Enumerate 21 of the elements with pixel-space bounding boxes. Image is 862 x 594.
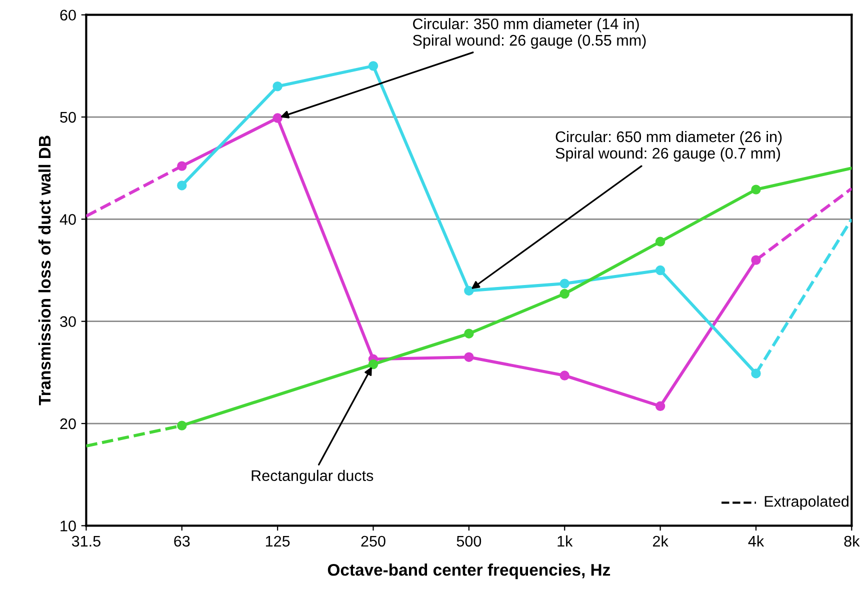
y-tick-label: 10	[60, 520, 76, 532]
x-tick-label: 500	[456, 536, 482, 547]
x-tick-label: 31.5	[72, 536, 100, 547]
x-tick-label: 2k	[652, 535, 668, 546]
annotation: Rectangular ducts	[252, 470, 374, 484]
x-tick-label: 125	[266, 536, 290, 547]
y-tick-label: 60	[60, 10, 76, 21]
annotation: Extrapolated	[764, 496, 848, 510]
y-tick-label: 50	[60, 112, 76, 123]
x-tick-label: 250	[361, 536, 386, 547]
x-axis-title: Octave-band center frequencies, Hz	[328, 564, 610, 580]
y-tick-label: 30	[60, 316, 76, 328]
x-tick-label: 1k	[558, 535, 573, 546]
annotation: Circular: 650 mm diameter (26 in) Spiral wound: 26 gauge (0.7 mm)	[556, 130, 782, 162]
y-tick-label: 20	[60, 418, 76, 430]
annotation: Circular: 350 mm diameter (14 in) Spiral wound: 26 gauge (0.55 mm)	[412, 18, 646, 49]
x-tick-label: 63	[174, 536, 190, 547]
y-axis-title: Transmission loss of duct wall DB	[38, 136, 51, 406]
x-tick-label: 8k	[844, 535, 860, 547]
y-tick-label: 40	[60, 214, 76, 225]
x-tick-label: 4k	[748, 535, 764, 546]
